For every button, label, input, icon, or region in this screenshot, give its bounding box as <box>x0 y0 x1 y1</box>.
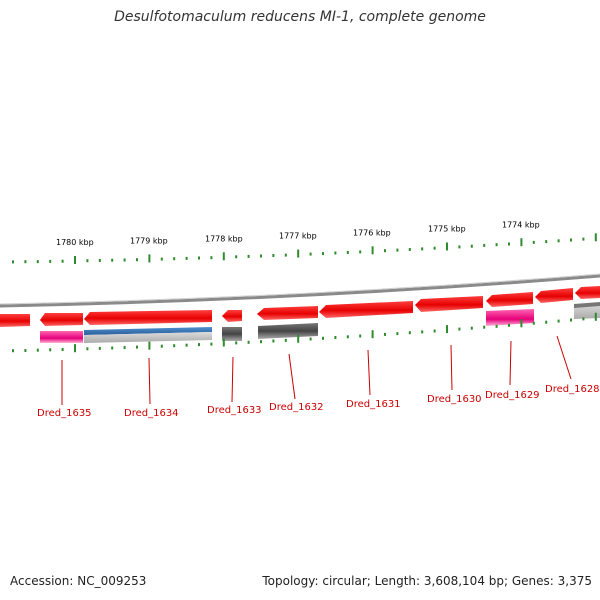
forward-cds-track <box>0 286 600 327</box>
gene-feature-dred-1633[interactable] <box>222 310 242 322</box>
gene-leader-lines <box>61 335 572 405</box>
genome-backbone-highlight <box>0 273 600 305</box>
gene-label-dred-1630[interactable]: Dred_1630 <box>427 394 482 405</box>
light-feature-dred-1634[interactable] <box>84 332 212 343</box>
leader-line-dred-1631 <box>367 349 371 396</box>
rna-feature-dred-1629[interactable] <box>486 309 534 326</box>
gene-label-dred-1632[interactable]: Dred_1632 <box>269 402 324 413</box>
leader-line-dred-1628 <box>556 335 572 380</box>
gene-label-dred-1635[interactable]: Dred_1635 <box>37 408 92 419</box>
gene-feature-dred-1635[interactable] <box>40 313 83 326</box>
gene-label-dred-1628[interactable]: Dred_1628 <box>545 384 600 395</box>
gene-feature-dred-1636[interactable] <box>0 314 30 327</box>
leader-line-dred-1633 <box>231 356 234 403</box>
gray-feature-dred-1632[interactable] <box>258 323 318 339</box>
scale-label-5: 1775 kbp <box>428 225 466 234</box>
gene-feature-dred-1630[interactable] <box>415 296 483 312</box>
accession-text: Accession: NC_009253 <box>10 574 147 588</box>
leader-line-dred-1634 <box>148 357 151 405</box>
gene-feature-dred-1634[interactable] <box>84 310 212 325</box>
gene-label-dred-1634[interactable]: Dred_1634 <box>124 408 179 419</box>
gene-label-dred-1631[interactable]: Dred_1631 <box>346 399 401 410</box>
scale-label-1: 1779 kbp <box>130 236 168 245</box>
gene-labels: Dred_1635 Dred_1634 Dred_1633 Dred_1632 … <box>37 384 600 419</box>
scale-label-2: 1778 kbp <box>205 234 243 243</box>
gray-feature-dred-1633[interactable] <box>222 327 242 341</box>
gene-feature-dred-1631[interactable] <box>319 301 413 318</box>
gene-feature-dred-1627[interactable] <box>575 286 600 299</box>
gene-label-dred-1629[interactable]: Dred_1629 <box>485 390 540 401</box>
upper-scale-ticks <box>12 233 597 264</box>
scale-label-4: 1776 kbp <box>353 228 391 237</box>
light-feature-dred-1627-edge <box>574 302 600 308</box>
rna-feature-dred-1635[interactable] <box>40 331 83 343</box>
reverse-feature-track <box>40 302 600 343</box>
scale-label-3: 1777 kbp <box>279 232 317 241</box>
gene-label-dred-1633[interactable]: Dred_1633 <box>207 405 262 416</box>
leader-line-dred-1632 <box>288 353 296 400</box>
blue-feature-dred-1634[interactable] <box>84 327 212 335</box>
gene-feature-dred-1628[interactable] <box>535 288 573 303</box>
genome-stats-text: Topology: circular; Length: 3,608,104 bp… <box>262 574 592 588</box>
leader-line-dred-1629 <box>509 340 512 386</box>
genome-backbone <box>0 274 600 308</box>
gene-feature-dred-1629[interactable] <box>486 292 533 307</box>
gene-feature-dred-1632[interactable] <box>257 306 318 320</box>
genome-title: Desulfotomaculum reducens MI-1, complete… <box>114 9 486 25</box>
scale-label-0: 1780 kbp <box>56 238 94 247</box>
scale-labels: 1780 kbp 1779 kbp 1778 kbp 1777 kbp 1776 kbp… <box>56 220 540 247</box>
lower-scale-ticks <box>12 312 597 353</box>
scale-label-6: 1774 kbp <box>502 220 540 229</box>
leader-line-dred-1630 <box>450 344 453 391</box>
